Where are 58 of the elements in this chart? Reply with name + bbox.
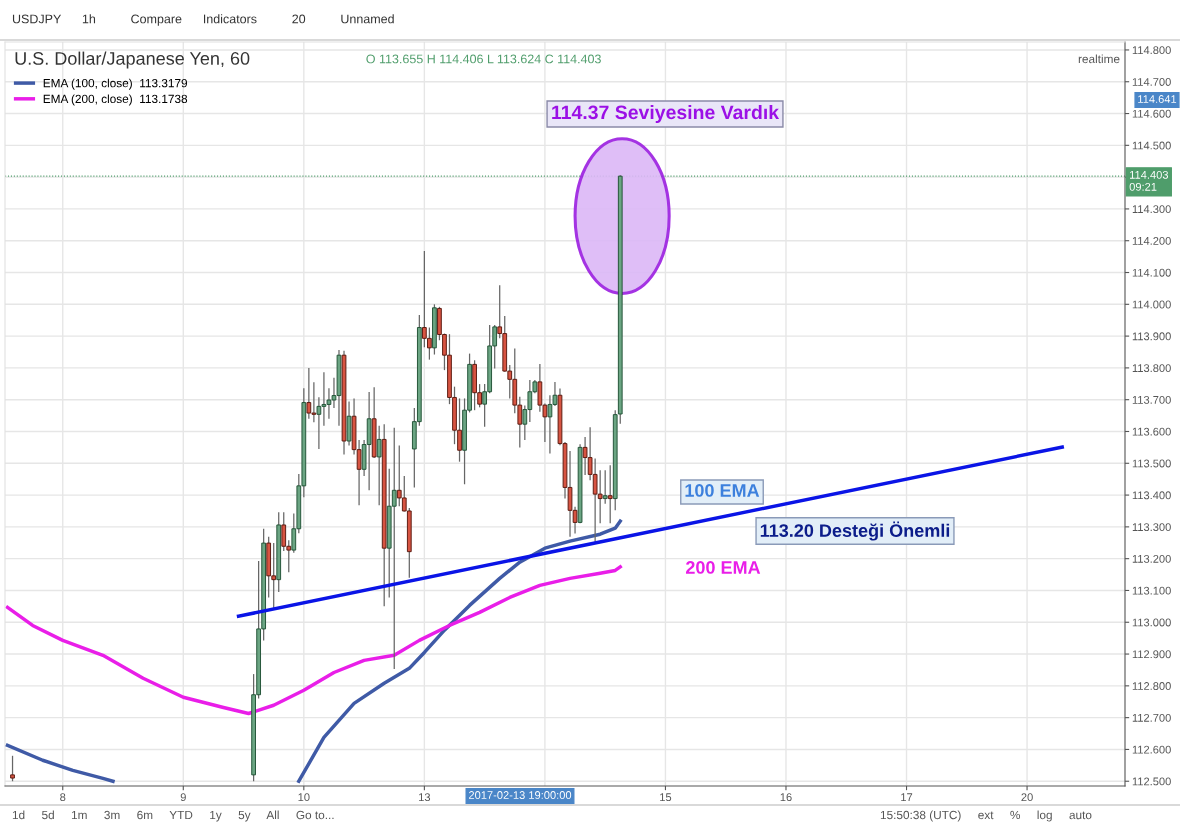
x-tick-label: 17 [901, 793, 913, 801]
y-tick-label: 113.800 [1132, 364, 1171, 373]
candlestick [597, 469, 603, 524]
y-tick-label: 114.700 [1132, 78, 1171, 86]
annotation: 200 EMA [686, 561, 761, 574]
y-tick-label: 113.400 [1132, 491, 1171, 500]
text: 15:50:38 (UTC) ext % log auto [880, 810, 1092, 822]
x-tick-label: 9 [180, 793, 186, 802]
candlestick [547, 394, 553, 455]
candlestick [376, 425, 382, 506]
legend-label: EMA (200, close) 113.1738 [43, 94, 188, 106]
chart-title: U.S. Dollar/Japanese Yen, 60 [15, 51, 250, 69]
annotation: 100 EMA [685, 484, 760, 497]
text: 2017-02-13 19:00:00 [468, 791, 572, 799]
y-tick-label: 114.100 [1132, 268, 1171, 277]
y-tick-label: 112.700 [1132, 713, 1171, 722]
candlestick [602, 469, 608, 505]
y-tick-label: 113.600 [1132, 427, 1171, 436]
y-tick-label: 114.200 [1132, 236, 1171, 245]
y-tick-label: 113.300 [1132, 523, 1171, 532]
x-tick-label: 15 [660, 793, 672, 802]
y-tick-label: 113.900 [1132, 332, 1171, 341]
y-tick-label: 112.500 [1132, 777, 1171, 786]
text: O 113.655 H 114.406 L 113.624 C 114.403 [366, 54, 601, 64]
y-tick-label: 114.600 [1132, 109, 1171, 118]
annotation: realtime [1078, 54, 1120, 64]
x-tick-label: 20 [1021, 793, 1033, 802]
legend-label: EMA (100, close) 113.3179 [43, 78, 188, 90]
candlestick [306, 367, 312, 420]
x-tick-label: 13 [419, 793, 431, 802]
text: USDJPY 1h Compare Indicators 20 Unnamed [12, 14, 394, 26]
x-tick-label: 8 [60, 793, 66, 802]
candlestick [607, 464, 613, 524]
y-tick-label: 114.500 [1132, 141, 1171, 150]
annotation: 113.20 Desteği Önemli [760, 521, 950, 541]
candlestick [281, 511, 287, 552]
ref-line-label: 114.403 09:21 [1129, 170, 1169, 191]
line-series [5, 743, 115, 783]
y-tick-label: 114.800 [1132, 46, 1171, 55]
text: 114.641 [1138, 95, 1177, 103]
y-tick-label: 112.800 [1132, 682, 1171, 690]
x-tick-label: 16 [780, 793, 792, 802]
y-tick-label: 114.000 [1132, 300, 1171, 309]
y-tick-label: 113.100 [1132, 586, 1171, 595]
y-tick-label: 112.600 [1132, 745, 1171, 754]
candlestick [10, 755, 15, 782]
line-series [297, 519, 622, 783]
annotation: 114.37 Seviyesine Vardık [552, 104, 780, 124]
y-tick-label: 113.000 [1132, 618, 1171, 627]
y-tick-label: 113.700 [1132, 395, 1171, 404]
text: 1d 5d 1m 3m 6m YTD 1y 5y All Go to... [12, 810, 334, 822]
x-tick-label: 10 [298, 793, 310, 802]
y-tick-label: 114.300 [1132, 205, 1171, 214]
y-tick-label: 113.200 [1132, 554, 1171, 563]
y-tick-label: 112.900 [1132, 650, 1171, 659]
y-tick-label: 113.500 [1132, 459, 1171, 468]
line-series [5, 565, 622, 716]
candlestick [391, 427, 397, 670]
